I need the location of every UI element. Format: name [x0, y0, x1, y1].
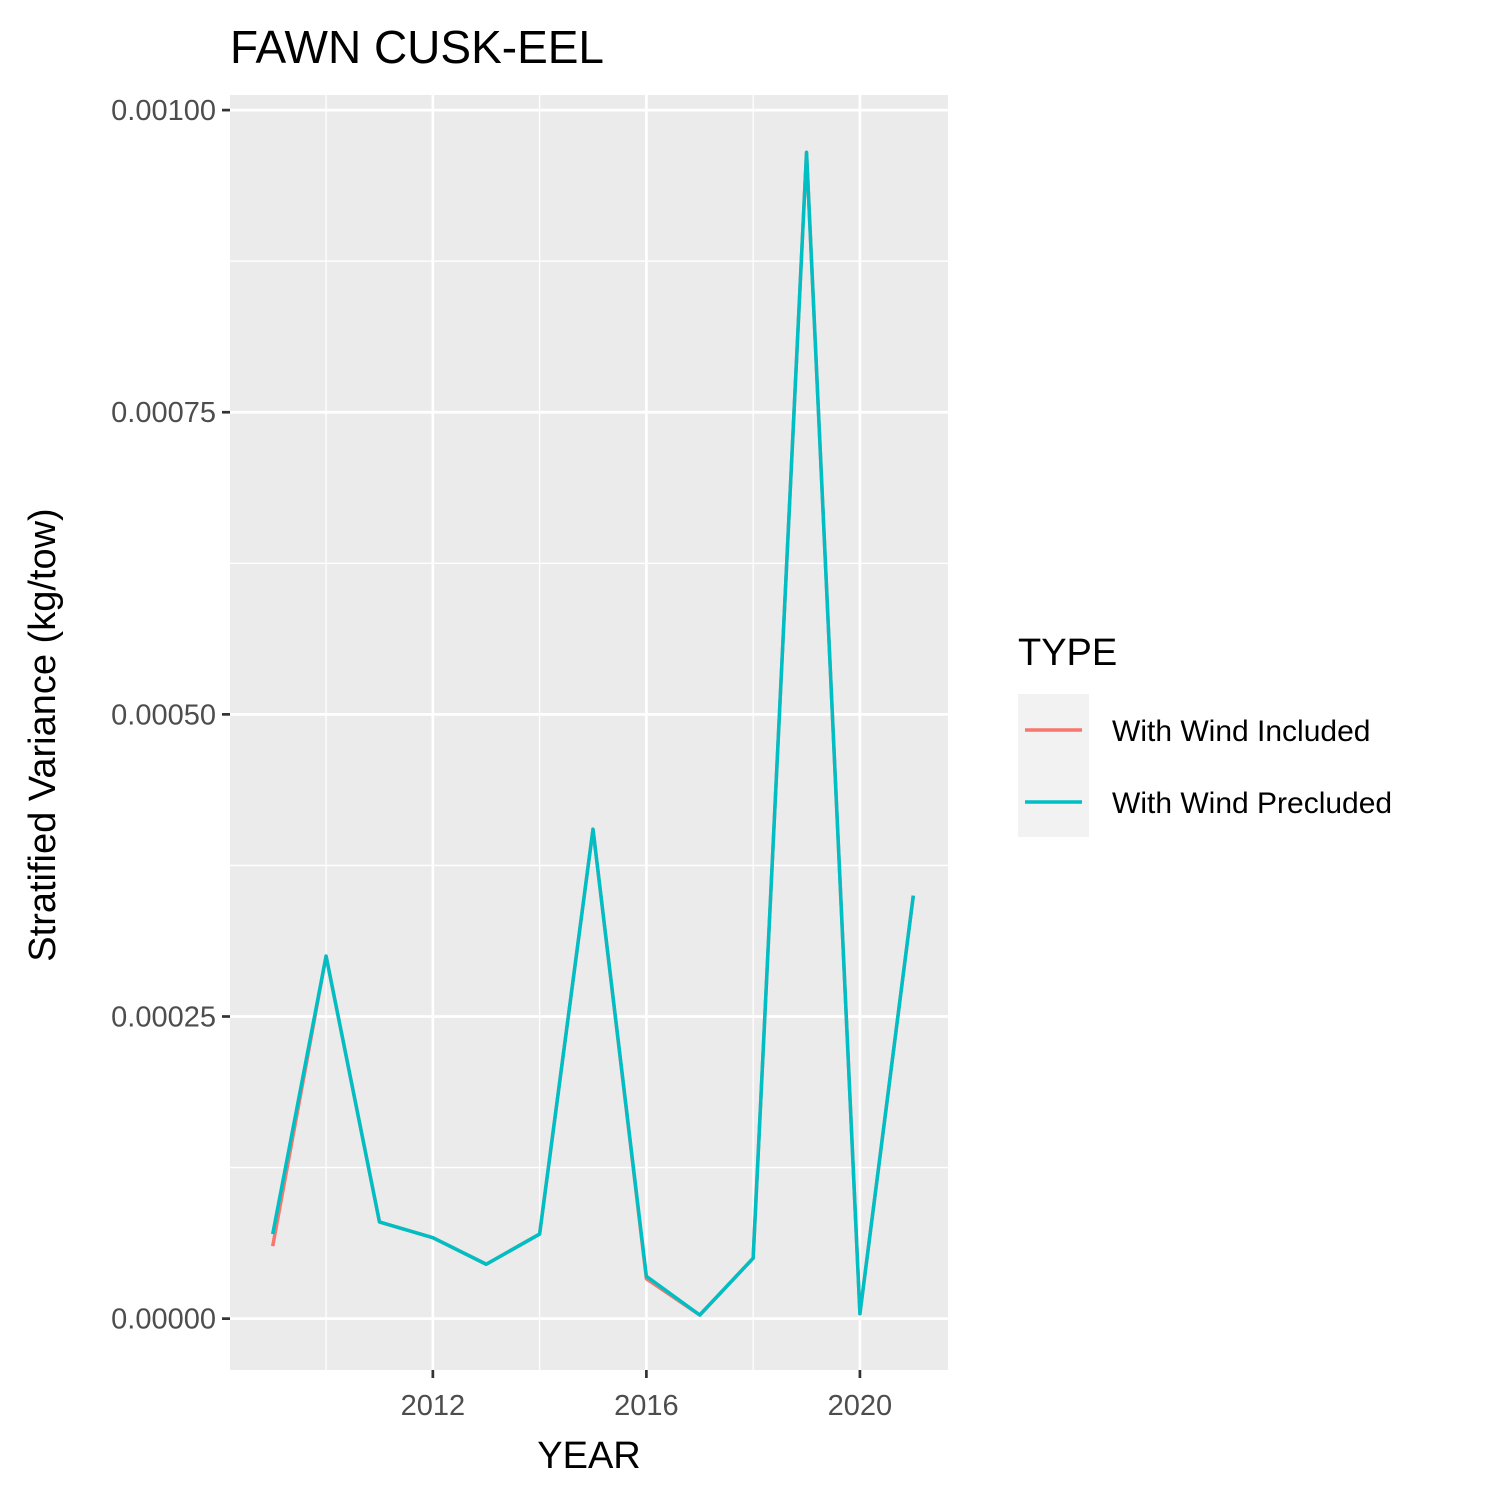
minor-gridlines [230, 95, 948, 1370]
series-layer [270, 150, 916, 1317]
plot-panel [230, 95, 948, 1370]
y-axis: 0.00000 0.00025 0.00050 0.00075 0.00100 [111, 95, 230, 1336]
y-tick-label: 0.00075 [111, 397, 216, 429]
legend-title: TYPE [1018, 632, 1117, 674]
chart-title: FAWN CUSK-EEL [230, 21, 604, 73]
legend-key-background [1018, 694, 1089, 837]
y-axis-title: Stratified Variance (kg/tow) [22, 508, 64, 961]
x-tick-label: 2012 [401, 1390, 466, 1422]
legend-label-1: With Wind Included [1112, 715, 1370, 748]
x-axis: 2012 2016 2020 [401, 1370, 893, 1422]
y-tick-label: 0.00025 [111, 1002, 216, 1034]
y-tick-label: 0.00100 [111, 95, 216, 127]
x-axis-title: YEAR [537, 1435, 640, 1477]
legend-label-2: With Wind Precluded [1112, 787, 1392, 820]
legend: TYPE With Wind Included With Wind Preclud… [1018, 632, 1392, 837]
series-line-2 [270, 150, 916, 1317]
y-tick-label: 0.00000 [111, 1304, 216, 1336]
x-tick-label: 2016 [614, 1390, 679, 1422]
major-gridlines [230, 95, 948, 1370]
y-tick-label: 0.00050 [111, 699, 216, 731]
x-tick-label: 2020 [828, 1390, 893, 1422]
legend-items: With Wind Included With Wind Precluded [1025, 715, 1392, 820]
